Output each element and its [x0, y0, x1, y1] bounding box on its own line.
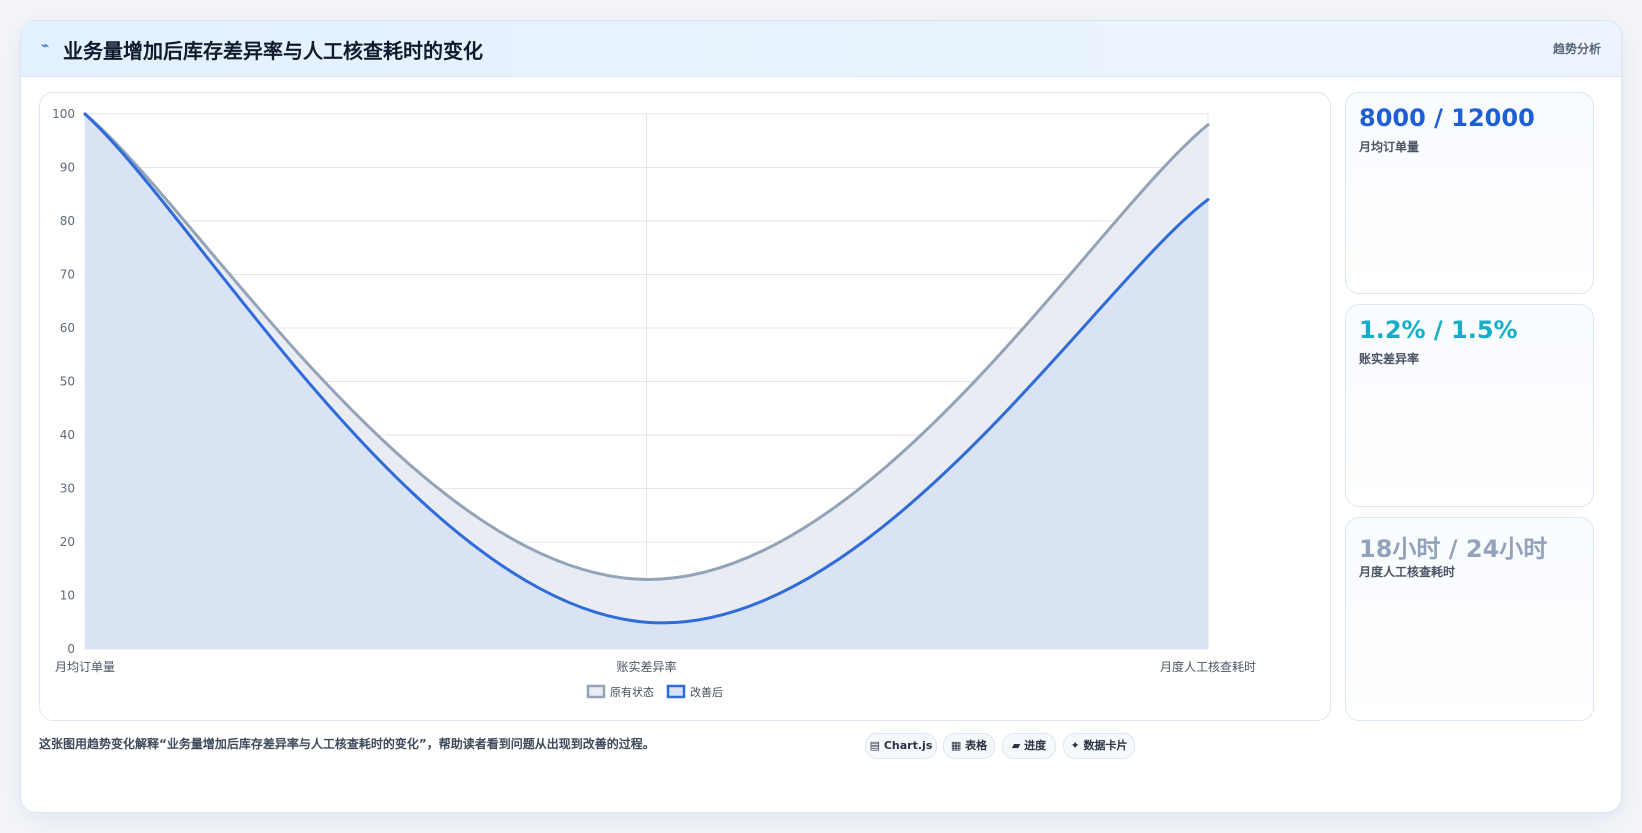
y-tick-label: 100	[52, 107, 75, 121]
x-category-label: 月度人工核查耗时	[1160, 659, 1256, 674]
legend-label-1: 改善后	[690, 685, 723, 699]
stat-label: 账实差异率	[1359, 352, 1420, 366]
pill-chartjs[interactable]: ▤ Chart.js	[865, 733, 937, 759]
stat-card-hours: 18小时 / 24小时 月度人工核查耗时	[1345, 517, 1594, 721]
y-tick-label: 50	[60, 375, 75, 389]
series-line-1	[83, 112, 1210, 625]
y-tick-label: 30	[60, 482, 75, 496]
y-tick-label: 0	[67, 642, 75, 656]
pill-table[interactable]: ▦ 表格	[943, 733, 995, 759]
stat-label: 月度人工核查耗时	[1359, 565, 1456, 579]
stat-label: 月均订单量	[1359, 140, 1420, 154]
progress-icon: ▰	[1011, 739, 1021, 752]
stat-value: 8000 / 12000	[1359, 104, 1535, 132]
y-tick-label: 20	[60, 535, 75, 549]
legend-swatch-1	[666, 684, 686, 699]
trend-analysis-tag[interactable]: 趋势分析	[1552, 42, 1601, 56]
legend-label-0: 原有状态	[610, 685, 654, 699]
chart-icon: ▤	[869, 739, 881, 752]
stat-value: 1.2% / 1.5%	[1359, 316, 1518, 344]
chart-card: ⌁ 业务量增加后库存差异率与人工核查耗时的变化 趋势分析 0 10 20 30 40 50…	[20, 20, 1622, 813]
sparkle-icon: ✦	[1070, 739, 1080, 752]
y-tick-label: 60	[60, 321, 75, 335]
table-icon: ▦	[950, 739, 962, 752]
pill-label: 数据卡片	[1083, 739, 1128, 752]
pill-data-card[interactable]: ✦ 数据卡片	[1063, 733, 1135, 759]
pill-label: 进度	[1024, 739, 1047, 752]
y-tick-label: 70	[60, 268, 75, 282]
stat-card-orders: 8000 / 12000 月均订单量	[1345, 92, 1594, 294]
chart-description: 这张图用趋势变化解释“业务量增加后库存差异率与人工核查耗时的变化”，帮助读者看到…	[39, 737, 655, 751]
y-tick-label: 40	[60, 428, 75, 442]
series-line-0	[83, 112, 1210, 581]
pill-label: Chart.js	[883, 739, 933, 752]
chart-panel: 0 10 20 30 40 50 60 70 80 90 100 月均订单量 账实差异率 月度人工核查耗时…	[39, 92, 1331, 721]
card-header: ⌁ 业务量增加后库存差异率与人工核查耗时的变化 趋势分析	[21, 21, 1621, 77]
series-area-1	[85, 114, 1208, 649]
y-tick-label: 90	[60, 161, 75, 175]
pill-progress[interactable]: ▰ 进度	[1002, 733, 1056, 759]
y-tick-label: 10	[60, 589, 75, 603]
pill-label: 表格	[965, 739, 988, 752]
x-category-label: 账实差异率	[616, 659, 676, 674]
lightning-icon: ⌁	[41, 38, 50, 54]
page-title: 业务量增加后库存差异率与人工核查耗时的变化	[63, 39, 483, 63]
legend-swatch-0	[586, 684, 606, 699]
x-category-label: 月均订单量	[55, 660, 115, 674]
y-tick-label: 80	[60, 214, 75, 228]
stat-value: 18小时 / 24小时	[1359, 535, 1548, 563]
area-chart: 0 10 20 30 40 50 60 70 80 90 100 月均订单量 账实差异率 月度人工核查耗时…	[52, 107, 1256, 699]
stat-card-discrepancy: 1.2% / 1.5% 账实差异率	[1345, 304, 1594, 507]
